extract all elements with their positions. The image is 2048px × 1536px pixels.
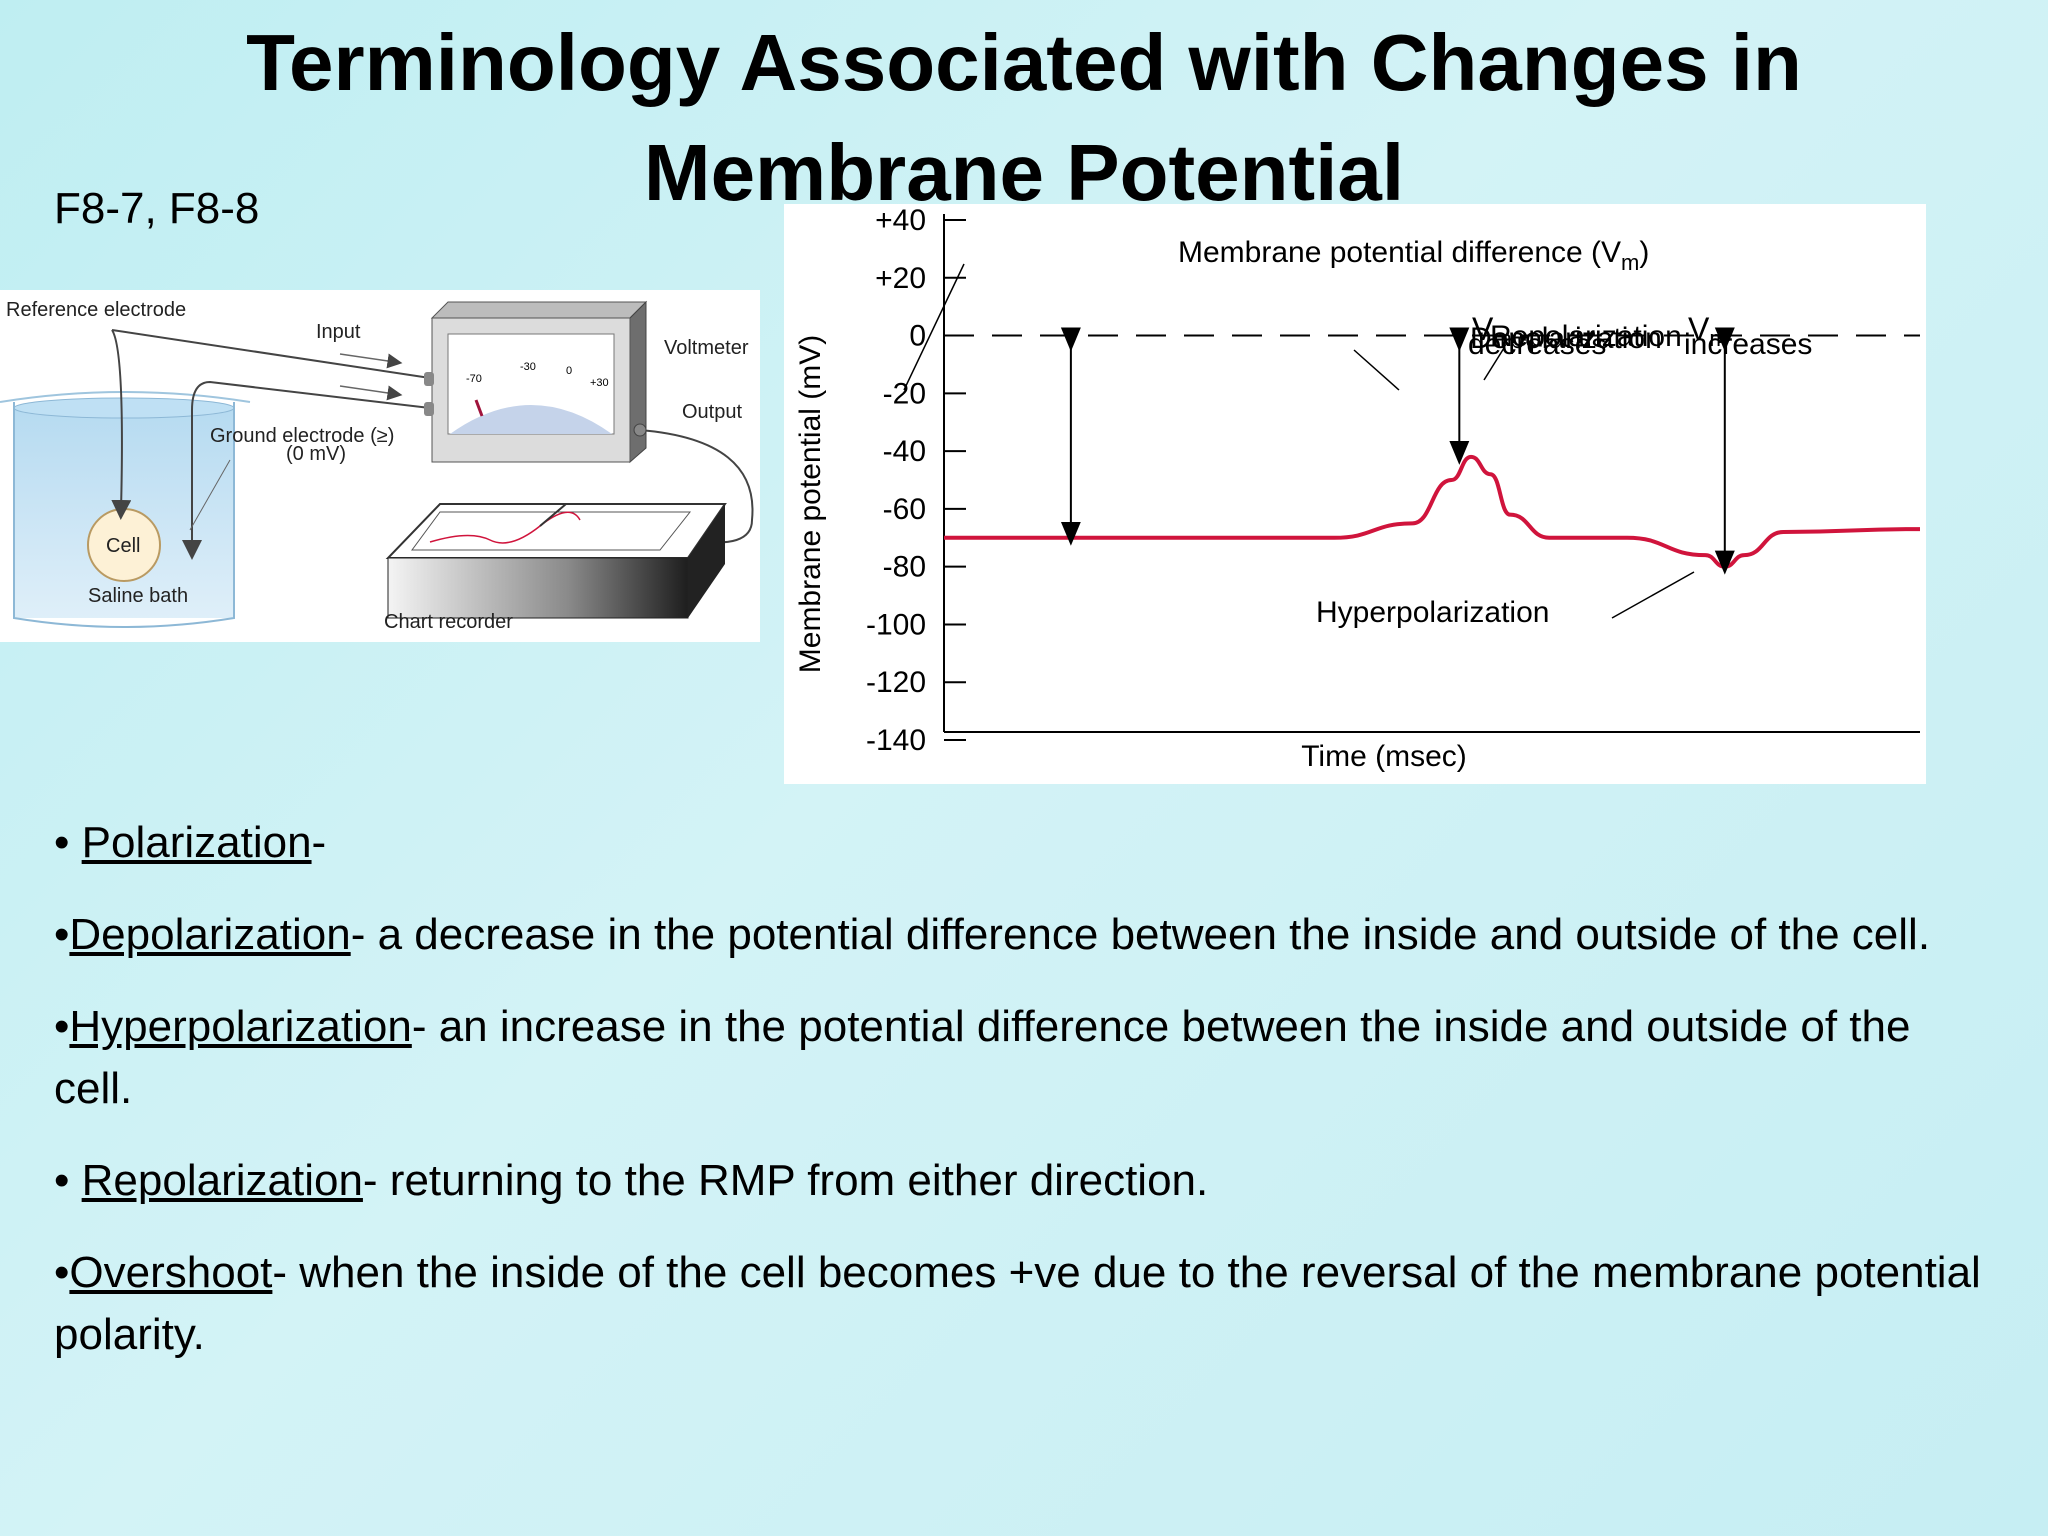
y-tick-label: -100 xyxy=(866,608,926,641)
reference-electrode-wire xyxy=(111,329,132,520)
y-tick-label: -80 xyxy=(883,551,926,584)
slide-title-line-2: Membrane Potential xyxy=(643,128,1405,217)
terminology-list: • Polarization- •Depolarization- a decre… xyxy=(54,812,1994,1396)
slide-title-line-1: Terminology Associated with Changes in xyxy=(246,18,1802,107)
apparatus-illustration: -70 -30 0 +30 Reference electrode Input … xyxy=(0,299,754,633)
term-overshoot: Overshoot xyxy=(69,1248,273,1297)
output-label: Output xyxy=(682,401,742,423)
list-item: •Depolarization- a decrease in the poten… xyxy=(54,910,1931,959)
y-tick-label: +20 xyxy=(875,262,926,295)
y-axis-label: Membrane potential (mV) xyxy=(794,335,827,673)
dial-label: 0 xyxy=(566,365,572,377)
input-label: Input xyxy=(316,321,361,343)
ground-voltage-label: (0 mV) xyxy=(286,443,346,465)
vm-decreases-symbol: Vm xyxy=(1472,311,1512,351)
y-tick-label: -140 xyxy=(866,724,926,757)
y-tick-label: -60 xyxy=(883,493,926,526)
y-tick-label: +40 xyxy=(875,204,926,237)
depolarization-label: Depolarization xyxy=(1470,322,1662,355)
dial-label: -70 xyxy=(466,373,482,385)
dial-label: -30 xyxy=(520,361,536,373)
membrane-potential-chart: +40 +20 0 -20 -40 -60 -80 -100 -120 -140 Membrane… xyxy=(784,204,1926,784)
reference-electrode-label: Reference electrode xyxy=(6,299,186,321)
x-axis-label: Time (msec) xyxy=(1301,740,1467,773)
leader-line xyxy=(1353,349,1400,391)
y-tick-label: 0 xyxy=(909,320,926,353)
y-tick-label: -40 xyxy=(883,435,926,468)
voltmeter-label: Voltmeter xyxy=(664,337,749,359)
chart-recorder-device xyxy=(385,503,727,619)
membrane-potential-trace xyxy=(943,454,1921,569)
hyperpolarization-label: Hyperpolarization xyxy=(1316,596,1549,629)
vm-decreases-label: decreases xyxy=(1468,328,1606,361)
cell-label: Cell xyxy=(106,535,140,557)
list-item: •Hyperpolarization- an increase in the p… xyxy=(54,1002,1911,1113)
list-item: •Overshoot- when the inside of the cell … xyxy=(54,1248,1981,1359)
leader-line xyxy=(1483,347,1505,381)
repolarization-label: Repolarization xyxy=(1490,320,1682,353)
slide-title: Terminology Associated with Changes in M… xyxy=(0,8,2048,228)
membrane-potential-difference-label: Membrane potential difference (Vm) xyxy=(1178,236,1649,275)
dial-label: +30 xyxy=(590,377,609,389)
chart-svg: +40 +20 0 -20 -40 -60 -80 -100 -120 -140 Membrane… xyxy=(794,204,1921,773)
saline-bath-label: Saline bath xyxy=(88,585,188,607)
leader-line xyxy=(1611,571,1695,619)
vm-increases-label: increases xyxy=(1684,328,1812,361)
voltmeter-needle xyxy=(474,399,484,417)
ground-electrode-label: Ground electrode (≥) xyxy=(210,425,394,447)
list-item: • Polarization- xyxy=(54,818,327,867)
vm-increases-symbol: Vm xyxy=(1688,311,1728,351)
output-wire xyxy=(639,429,754,544)
list-item: • Repolarization- returning to the RMP f… xyxy=(54,1156,1209,1205)
ground-electrode-wire xyxy=(182,380,431,560)
term-polarization: Polarization xyxy=(81,818,312,867)
term-repolarization: Repolarization xyxy=(81,1156,363,1205)
voltmeter-device: -70 -30 0 +30 xyxy=(424,300,648,464)
term-hyperpolarization: Hyperpolarization xyxy=(69,1002,412,1051)
chart-recorder-label: Chart recorder xyxy=(384,611,513,633)
recording-apparatus-figure: -70 -30 0 +30 Reference electrode Input … xyxy=(0,290,760,642)
figure-reference: F8-7, F8-8 xyxy=(54,184,260,233)
y-tick-label: -120 xyxy=(866,666,926,699)
y-tick-label: -20 xyxy=(883,377,926,410)
term-depolarization: Depolarization xyxy=(69,910,351,959)
leader-line xyxy=(903,263,965,391)
